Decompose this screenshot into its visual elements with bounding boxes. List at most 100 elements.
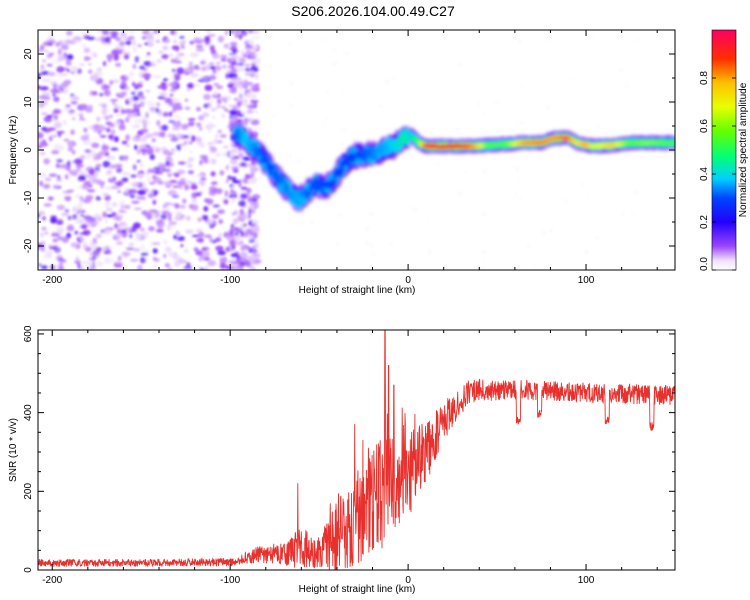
noise-blob — [243, 223, 247, 227]
noise-blob — [183, 68, 192, 73]
noise-blob — [39, 72, 43, 76]
noise-blob — [131, 200, 140, 204]
noise-blob — [63, 119, 67, 126]
noise-blob — [204, 84, 213, 92]
noise-blob — [46, 43, 54, 46]
noise-blob — [124, 108, 134, 114]
haze-dot — [343, 127, 347, 131]
noise-blob — [197, 115, 205, 121]
noise-blob — [232, 86, 237, 91]
noise-blob — [224, 190, 229, 198]
noise-blob — [227, 70, 233, 73]
noise-blob — [239, 262, 245, 266]
noise-blob — [151, 138, 156, 143]
noise-blob — [171, 127, 181, 131]
snr-y-label: SNR (10 * v/v) — [8, 418, 19, 482]
noise-blob — [195, 44, 204, 49]
haze-dot — [427, 248, 430, 251]
noise-blob — [229, 239, 237, 246]
haze-dot — [517, 200, 520, 203]
noise-blob — [80, 224, 88, 230]
noise-blob — [245, 91, 254, 96]
noise-blob — [112, 79, 120, 84]
noise-blob — [151, 60, 155, 66]
ridge-blob — [265, 157, 270, 164]
noise-blob — [76, 208, 83, 212]
noise-blob — [51, 232, 60, 237]
noise-blob — [232, 225, 236, 232]
noise-blob — [85, 108, 93, 113]
noise-blob — [199, 76, 208, 80]
noise-blob — [252, 194, 261, 200]
noise-blob — [212, 68, 217, 74]
ridge-blob — [399, 141, 404, 148]
noise-blob — [138, 145, 147, 149]
noise-blob — [144, 255, 148, 259]
y-tick-label: 600 — [23, 325, 34, 342]
noise-blob — [210, 171, 216, 177]
noise-blob — [100, 183, 104, 189]
noise-blob — [177, 52, 185, 57]
noise-blob — [154, 30, 158, 33]
noise-blob — [201, 66, 206, 72]
noise-blob — [185, 160, 192, 166]
noise-blob — [56, 66, 65, 73]
x-tick-label: 100 — [578, 275, 595, 286]
ridge-blob — [392, 139, 397, 145]
noise-blob — [223, 151, 227, 157]
noise-blob — [170, 58, 176, 64]
spectrogram-plot-area — [38, 30, 675, 270]
noise-blob — [137, 189, 147, 196]
haze-dot — [619, 68, 624, 73]
noise-blob — [245, 50, 252, 54]
noise-blob — [57, 48, 62, 56]
noise-blob — [83, 47, 91, 53]
noise-blob — [42, 183, 51, 189]
noise-blob — [66, 54, 74, 60]
haze-dot — [515, 167, 520, 172]
noise-blob — [119, 41, 126, 47]
noise-blob — [66, 68, 71, 73]
noise-blob — [197, 79, 205, 83]
noise-blob — [96, 216, 103, 222]
noise-blob — [197, 217, 203, 223]
haze-dot — [326, 91, 330, 95]
ridge-blob — [340, 167, 345, 174]
noise-blob — [140, 244, 146, 251]
noise-blob — [126, 144, 130, 147]
haze-dot — [372, 253, 376, 257]
noise-blob — [95, 196, 102, 201]
noise-blob — [79, 232, 88, 235]
noise-blob — [182, 266, 191, 270]
ridge-blob — [347, 161, 352, 168]
haze-dot — [596, 124, 601, 129]
noise-blob — [198, 191, 203, 194]
noise-blob — [213, 90, 218, 97]
noise-blob — [238, 33, 243, 40]
noise-blob — [169, 93, 174, 97]
noise-blob — [238, 200, 246, 207]
noise-blob — [168, 135, 173, 139]
noise-blob — [52, 93, 56, 97]
noise-blob — [132, 63, 137, 70]
haze-dot — [528, 150, 533, 154]
noise-blob — [174, 60, 183, 64]
noise-blob — [101, 30, 110, 35]
noise-blob — [80, 214, 85, 217]
haze-dot — [621, 212, 625, 217]
noise-blob — [107, 210, 114, 213]
noise-blob — [173, 114, 181, 119]
haze-dot — [458, 62, 463, 67]
snr-panel: -200 -100 0 100 0 200 400 600 Height of straigh… — [8, 325, 676, 595]
noise-blob — [152, 248, 158, 254]
noise-blob — [139, 227, 145, 232]
noise-blob — [82, 182, 91, 190]
noise-blob — [133, 248, 141, 252]
noise-blob — [164, 247, 172, 253]
noise-blob — [46, 115, 53, 118]
noise-blob — [211, 239, 217, 244]
noise-blob — [245, 205, 250, 209]
noise-blob — [95, 170, 99, 178]
noise-blob — [250, 59, 260, 64]
ridge-blob — [244, 132, 249, 139]
